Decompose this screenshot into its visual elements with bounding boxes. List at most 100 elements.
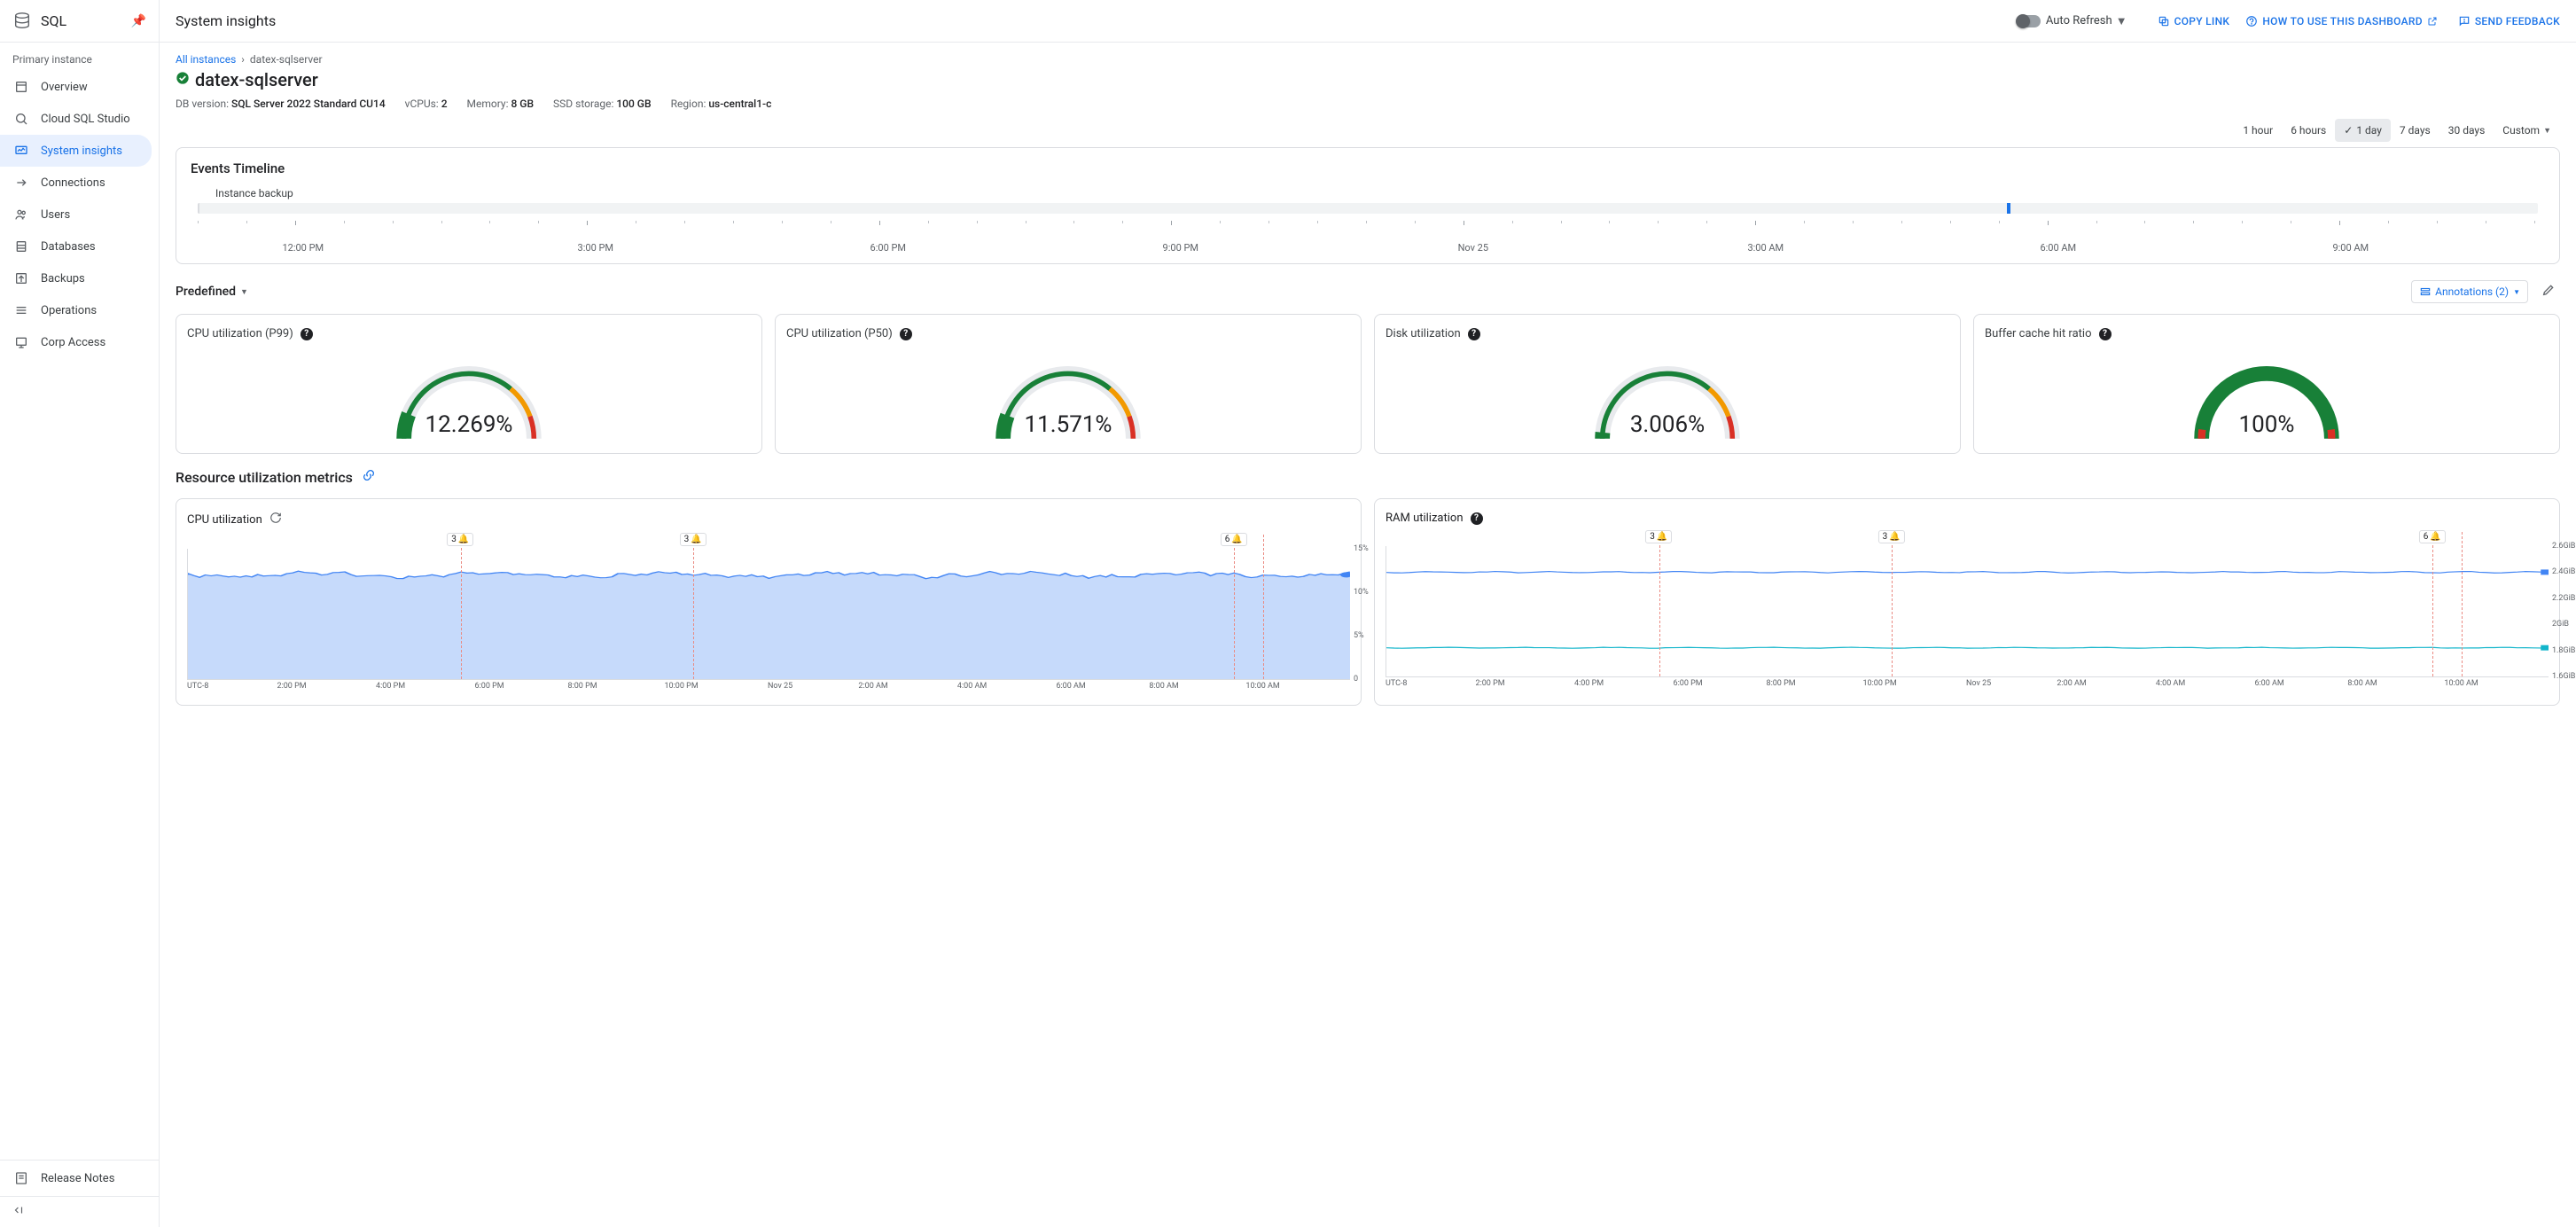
events-track[interactable] bbox=[198, 203, 2538, 214]
chart-annotation[interactable]: 3🔔 bbox=[1878, 530, 1905, 543]
send-feedback-button[interactable]: SEND FEEDBACK bbox=[2458, 15, 2560, 27]
sidebar-item-overview[interactable]: Overview bbox=[0, 71, 152, 103]
charts-row: CPU utilization 3🔔3🔔6🔔15%10%5%0UTC-82:00… bbox=[176, 498, 2560, 706]
annotations-button[interactable]: Annotations (2) bbox=[2411, 280, 2528, 303]
sidebar-item-label: Users bbox=[41, 208, 70, 222]
timerange-6-hours[interactable]: 6 hours bbox=[2282, 119, 2335, 142]
instance-title-row: datex-sqlserver bbox=[176, 69, 2560, 90]
gauge-card: Buffer cache hit ratio? 100% bbox=[1973, 314, 2560, 454]
sidebar-item-label: Corp Access bbox=[41, 336, 105, 349]
bell-icon: 🔔 bbox=[1657, 532, 1667, 542]
sidebar-item-backups[interactable]: Backups bbox=[0, 262, 152, 294]
page-title: System insights bbox=[176, 12, 276, 29]
ram-chart-card: RAM utilization ? 3🔔 3🔔 6🔔 2.6GiB2.4GiB2.2G… bbox=[1374, 498, 2560, 706]
pin-icon[interactable]: 📌 bbox=[131, 14, 146, 28]
cloud-sql-studio-icon bbox=[12, 110, 30, 128]
chart-plot[interactable]: 2.6GiB2.4GiB2.2GiB2GiB1.8GiB1.6GiB bbox=[1386, 546, 2549, 677]
gauge-value: 11.571% bbox=[786, 411, 1350, 438]
release-notes-icon bbox=[12, 1169, 30, 1187]
auto-refresh-dropdown-icon[interactable]: ▼ bbox=[2116, 14, 2127, 28]
sql-logo-icon bbox=[12, 12, 32, 31]
copy-link-button[interactable]: COPY LINK bbox=[2158, 15, 2230, 27]
bell-icon: 🔔 bbox=[691, 535, 701, 544]
sidebar-item-connections[interactable]: Connections bbox=[0, 167, 152, 199]
axis-label: 9:00 PM bbox=[1163, 242, 1198, 254]
sidebar-item-label: Cloud SQL Studio bbox=[41, 113, 130, 126]
sidebar-item-corp-access[interactable]: Corp Access bbox=[0, 326, 152, 358]
refresh-icon[interactable] bbox=[269, 512, 282, 528]
instance-name: datex-sqlserver bbox=[195, 69, 318, 90]
gauge-card: CPU utilization (P99)? 12.269% bbox=[176, 314, 762, 454]
sidebar-item-users[interactable]: Users bbox=[0, 199, 152, 231]
timerange-1-hour[interactable]: 1 hour bbox=[2234, 119, 2282, 142]
chart-annotation[interactable]: 3🔔 bbox=[1645, 530, 1672, 543]
system-insights-icon bbox=[12, 142, 30, 160]
corp-access-icon bbox=[12, 333, 30, 351]
release-notes-label: Release Notes bbox=[41, 1172, 114, 1185]
sidebar-item-databases[interactable]: Databases bbox=[0, 231, 152, 262]
chart-plot[interactable]: 15%10%5%0 bbox=[187, 549, 1350, 680]
chart-annotation[interactable]: 3🔔 bbox=[447, 533, 473, 546]
sidebar-item-label: Overview bbox=[41, 81, 88, 94]
how-to-use-button[interactable]: HOW TO USE THIS DASHBOARD bbox=[2245, 15, 2442, 27]
chart-annotation[interactable]: 6🔔 bbox=[1221, 533, 1247, 546]
timerange-1-day[interactable]: 1 day bbox=[2335, 119, 2391, 142]
bell-icon: 🔔 bbox=[1889, 532, 1900, 542]
external-link-icon bbox=[2427, 16, 2438, 27]
sidebar-header: SQL 📌 bbox=[0, 0, 159, 43]
gauge-value: 100% bbox=[1985, 411, 2549, 438]
cpu-chart-title: CPU utilization bbox=[187, 513, 262, 527]
sidebar-item-operations[interactable]: Operations bbox=[0, 294, 152, 326]
sidebar-item-system-insights[interactable]: System insights bbox=[0, 135, 152, 167]
timerange-custom[interactable]: Custom ▼ bbox=[2494, 119, 2560, 142]
sidebar-item-cloud-sql-studio[interactable]: Cloud SQL Studio bbox=[0, 103, 152, 135]
axis-label: 3:00 PM bbox=[578, 242, 613, 254]
help-icon[interactable]: ? bbox=[301, 328, 313, 340]
sidebar-item-label: System insights bbox=[41, 145, 122, 158]
connections-icon bbox=[12, 174, 30, 191]
events-title: Events Timeline bbox=[191, 160, 2545, 176]
timerange-selector: 1 hour6 hours1 day7 days30 daysCustom ▼ bbox=[176, 119, 2560, 142]
overview-icon bbox=[12, 78, 30, 96]
sidebar-section-label: Primary instance bbox=[0, 43, 159, 71]
axis-label: 12:00 PM bbox=[282, 242, 324, 254]
predefined-dropdown[interactable]: Predefined bbox=[176, 285, 248, 299]
link-icon[interactable] bbox=[362, 468, 376, 486]
copy-icon bbox=[2158, 15, 2170, 27]
sidebar-item-label: Backups bbox=[41, 272, 85, 285]
gauge-title: CPU utilization (P99) bbox=[187, 327, 293, 340]
product-title: SQL bbox=[41, 12, 131, 29]
help-icon[interactable]: ? bbox=[900, 328, 912, 340]
users-icon bbox=[12, 206, 30, 223]
help-icon[interactable]: ? bbox=[2099, 328, 2112, 340]
chart-annotation[interactable]: 6🔔 bbox=[2419, 530, 2446, 543]
cpu-chart-card: CPU utilization 3🔔3🔔6🔔15%10%5%0UTC-82:00… bbox=[176, 498, 1362, 706]
gauge-value: 3.006% bbox=[1386, 411, 1949, 438]
edit-button[interactable] bbox=[2537, 278, 2560, 305]
chart-annotation[interactable]: 3🔔 bbox=[680, 533, 706, 546]
event-marker[interactable] bbox=[2007, 203, 2010, 214]
instance-meta: DB version: SQL Server 2022 Standard CU1… bbox=[176, 98, 2560, 110]
events-row-label: Instance backup bbox=[215, 187, 2545, 199]
collapse-sidebar-button[interactable] bbox=[0, 1196, 159, 1227]
timerange-7-days[interactable]: 7 days bbox=[2391, 119, 2439, 142]
axis-label: 3:00 AM bbox=[1747, 242, 1784, 254]
chevron-right-icon: › bbox=[241, 53, 245, 66]
sidebar-item-release-notes[interactable]: Release Notes bbox=[0, 1161, 152, 1196]
databases-icon bbox=[12, 238, 30, 255]
sidebar-item-label: Connections bbox=[41, 176, 105, 190]
topbar: System insights Auto Refresh ▼ COPY LINK… bbox=[160, 0, 2576, 43]
breadcrumb-current: datex-sqlserver bbox=[250, 53, 323, 66]
auto-refresh-label: Auto Refresh bbox=[2046, 14, 2112, 27]
breadcrumb: All instances › datex-sqlserver bbox=[176, 53, 2560, 66]
breadcrumb-root[interactable]: All instances bbox=[176, 53, 236, 66]
ram-chart-title: RAM utilization bbox=[1386, 512, 1464, 525]
timerange-30-days[interactable]: 30 days bbox=[2439, 119, 2494, 142]
status-check-icon bbox=[176, 71, 190, 89]
help-icon[interactable]: ? bbox=[1468, 328, 1480, 340]
axis-label: Nov 25 bbox=[1458, 242, 1488, 254]
help-icon[interactable]: ? bbox=[1471, 512, 1483, 525]
events-ticks bbox=[198, 221, 2538, 226]
auto-refresh-toggle[interactable] bbox=[2018, 15, 2041, 27]
sidebar: SQL 📌 Primary instance Overview Cloud SQL… bbox=[0, 0, 160, 1227]
